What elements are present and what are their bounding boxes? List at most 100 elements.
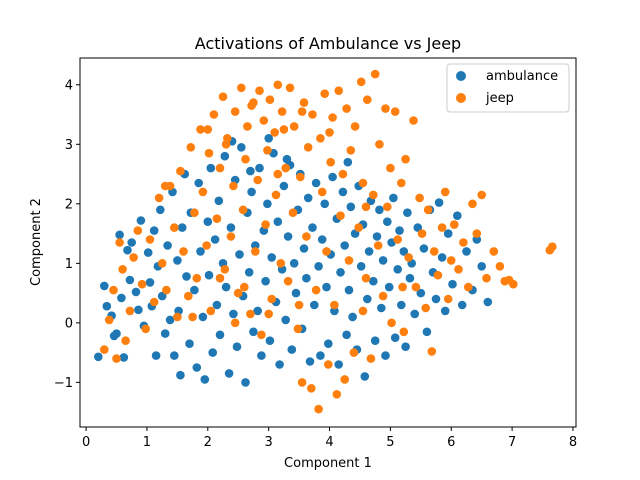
jeep-point [226, 232, 236, 241]
jeep-point [427, 347, 437, 356]
ambulance-point [265, 336, 275, 346]
ambulance-point [173, 256, 182, 265]
jeep-point [303, 143, 313, 152]
jeep-point [297, 378, 307, 387]
jeep-point [230, 318, 240, 328]
jeep-point [121, 336, 130, 346]
jeep-point [354, 223, 364, 232]
ambulance-point [320, 199, 330, 209]
jeep-point [417, 229, 427, 238]
ambulance-point [176, 370, 185, 380]
ambulance-point [336, 268, 345, 277]
ambulance-point [275, 360, 284, 369]
jeep-point [336, 211, 345, 220]
jeep-point [285, 83, 295, 93]
jeep-point [390, 107, 400, 116]
legend-label-jeep: jeep [485, 91, 514, 106]
ambulance-point [375, 205, 384, 215]
ambulance-point [324, 339, 333, 349]
jeep-point [145, 235, 155, 244]
ambulance-point [264, 134, 274, 143]
ambulance-point [311, 178, 321, 188]
jeep-point [548, 242, 557, 251]
jeep-point [276, 259, 286, 268]
jeep-point [350, 122, 360, 131]
jeep-point [188, 312, 197, 322]
plot-border [79, 57, 577, 428]
jeep-point [257, 330, 266, 340]
ambulance-point [229, 309, 238, 319]
jeep-point [265, 95, 275, 104]
ambulance-point [156, 205, 165, 215]
y-tick-label: 1 [65, 257, 73, 272]
ambulance-point [136, 216, 146, 225]
x-tick-label: 1 [143, 435, 151, 450]
ambulance-point [369, 276, 378, 286]
jeep-point [279, 125, 289, 134]
jeep-point [157, 259, 167, 268]
jeep-point [322, 247, 331, 256]
ambulance-point [364, 247, 374, 256]
ambulance-point [119, 353, 129, 362]
ambulance-point [308, 223, 317, 232]
jeep-point [332, 390, 342, 399]
x-tick-label: 0 [82, 435, 90, 450]
legend-label-ambulance: ambulance [486, 69, 558, 84]
jeep-point [429, 247, 439, 256]
ambulance-point [261, 276, 270, 286]
ambulance-point [117, 293, 126, 303]
ambulance-point [381, 351, 390, 360]
ambulance-point [263, 199, 272, 209]
chart-title: Activations of Ambulance vs Jeep [195, 34, 461, 53]
jeep-point [311, 285, 321, 295]
x-tick-label: 8 [569, 435, 577, 450]
jeep-point [297, 107, 307, 116]
x-tick-label: 7 [508, 435, 516, 450]
y-axis: −1 0 1 2 3 4 [54, 78, 80, 391]
x-tick-label: 6 [447, 435, 455, 450]
ambulance-point [310, 300, 319, 310]
jeep-point [212, 214, 222, 223]
ambulance-point [151, 351, 161, 360]
ambulance-point [251, 241, 260, 250]
jeep-point [220, 265, 230, 274]
ambulance-point [322, 282, 331, 292]
ambulance-point [390, 333, 400, 343]
jeep-point [383, 202, 392, 212]
plot-area [80, 58, 576, 427]
jeep-point [198, 187, 208, 197]
ambulance-point [283, 232, 293, 241]
ambulance-point [434, 198, 444, 207]
ambulance-point [215, 330, 225, 340]
ambulance-point [131, 287, 141, 297]
jeep-point [299, 98, 309, 107]
jeep-point [170, 223, 179, 232]
jeep-point [381, 104, 390, 113]
ambulance-point [338, 187, 348, 197]
ambulance-point [410, 309, 420, 319]
legend-marker-jeep [456, 93, 466, 103]
jeep-point [221, 140, 231, 149]
jeep-point [184, 291, 193, 301]
ambulance-point [204, 270, 214, 280]
ambulance-point [249, 327, 258, 337]
jeep-point [253, 175, 262, 185]
jeep-point [477, 190, 487, 200]
jeep-point [273, 80, 283, 90]
jeep-point [375, 140, 384, 149]
jeep-point [243, 122, 252, 131]
ambulance-point [247, 187, 256, 197]
ambulance-point [330, 306, 339, 316]
jeep-point [330, 300, 339, 310]
ambulance-point [328, 172, 337, 182]
jeep-point [186, 143, 196, 152]
y-tick-label: 3 [65, 138, 73, 153]
ambulance-point [127, 238, 136, 247]
jeep-point [459, 238, 468, 247]
ambulance-point [340, 241, 350, 250]
ambulance-point [401, 342, 410, 352]
jeep-point [509, 279, 518, 289]
ambulance-point [267, 253, 277, 262]
jeep-point [137, 279, 147, 289]
jeep-point [314, 404, 323, 414]
